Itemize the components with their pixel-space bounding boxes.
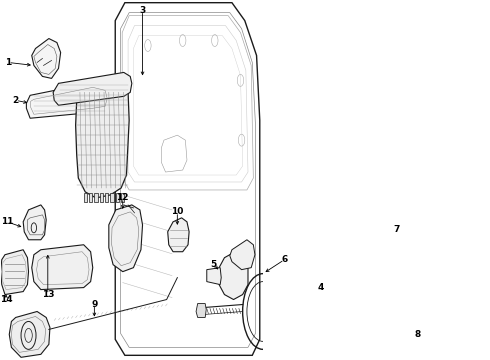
Text: 9: 9	[91, 300, 98, 309]
Text: 5: 5	[211, 260, 217, 269]
Polygon shape	[376, 240, 412, 319]
Text: 12: 12	[117, 193, 129, 202]
Text: 4: 4	[318, 283, 324, 292]
Text: 1: 1	[5, 58, 11, 67]
Polygon shape	[100, 193, 103, 202]
Polygon shape	[23, 205, 46, 240]
Polygon shape	[0, 250, 28, 294]
Polygon shape	[121, 193, 124, 202]
Polygon shape	[32, 39, 61, 78]
Polygon shape	[26, 82, 110, 118]
Polygon shape	[95, 193, 98, 202]
Text: 7: 7	[393, 225, 400, 234]
Text: 13: 13	[42, 290, 54, 299]
Polygon shape	[168, 218, 189, 252]
Text: 2: 2	[13, 96, 19, 105]
Polygon shape	[110, 193, 114, 202]
Text: 11: 11	[1, 217, 13, 226]
Polygon shape	[196, 303, 206, 318]
Polygon shape	[116, 193, 119, 202]
Polygon shape	[219, 252, 248, 300]
Polygon shape	[230, 240, 255, 270]
Text: 3: 3	[140, 6, 146, 15]
Polygon shape	[207, 268, 221, 285]
Polygon shape	[410, 258, 444, 328]
Polygon shape	[75, 78, 129, 198]
Text: 6: 6	[281, 255, 288, 264]
Polygon shape	[84, 193, 87, 202]
Polygon shape	[109, 205, 143, 272]
Polygon shape	[89, 193, 92, 202]
Text: 10: 10	[171, 207, 184, 216]
Polygon shape	[319, 215, 371, 345]
Polygon shape	[53, 72, 132, 105]
Polygon shape	[105, 193, 108, 202]
Text: 14: 14	[0, 295, 12, 304]
Text: 8: 8	[414, 330, 420, 339]
Polygon shape	[32, 245, 93, 289]
Polygon shape	[9, 311, 50, 357]
